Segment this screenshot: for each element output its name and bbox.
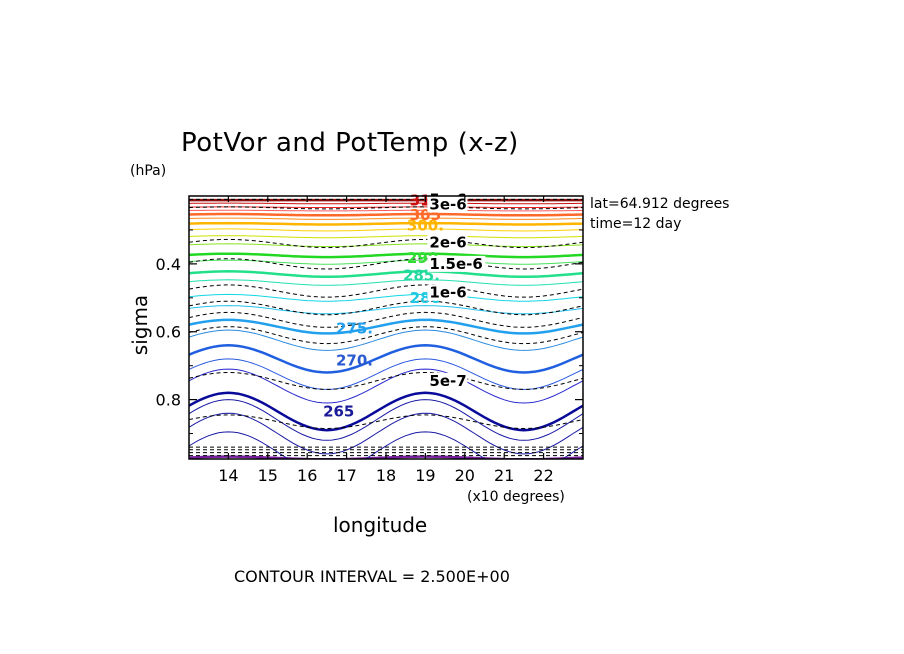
- info-time: time=12 day: [590, 216, 681, 232]
- y-tick-label-0.6: 0.6: [156, 323, 181, 342]
- pottemp-contour-18: [189, 228, 583, 232]
- plot-frame: [188, 195, 584, 460]
- potvor-contour-7: [189, 326, 583, 345]
- potvor-label-bg-2: [427, 234, 468, 251]
- pottemp-contour-10: [189, 305, 583, 315]
- pottemp-contour-19: [189, 221, 583, 226]
- x-tick-label-17: 17: [336, 466, 356, 485]
- y-tick-label-0.4: 0.4: [156, 255, 181, 274]
- pottemp-contour-4: [189, 391, 583, 432]
- x-tick-label-22: 22: [533, 466, 553, 485]
- y-tick-label-0.8: 0.8: [156, 391, 181, 410]
- axes: 14 15 16 17 18 19 20 21 22 0.4 0.6 0.8: [156, 196, 583, 485]
- contour-layer: [189, 198, 583, 459]
- x-unit-note: (x10 degrees): [467, 489, 565, 505]
- potvor-label-1: 3e-6: [429, 195, 466, 213]
- pottemp-contour-8: [189, 329, 583, 351]
- potvor-contour-4: [189, 284, 583, 298]
- x-tick-label-21: 21: [494, 466, 514, 485]
- potvor-contour-8: [189, 371, 583, 390]
- potvor-contour-5: [189, 300, 583, 316]
- potvor-label-3: 1.5e-6: [429, 255, 482, 273]
- pottemp-contour-24: [189, 202, 583, 205]
- pottemp-contour-16: [189, 243, 583, 248]
- pottemp-contour-17: [189, 235, 583, 239]
- pressure-unit-label: (hPa): [130, 163, 166, 179]
- potvor-label-5: 5e-7: [429, 372, 466, 390]
- x-tick-label-18: 18: [376, 466, 396, 485]
- potvor-label-bg-4: [427, 284, 468, 301]
- potvor-contour-9: [189, 414, 583, 430]
- potvor-label-bg-5: [427, 372, 468, 389]
- potvor-label-bg-1: [427, 196, 468, 213]
- potvor-label-2: 2e-6: [429, 233, 466, 251]
- chart-title: PotVor and PotTemp (x-z): [181, 128, 519, 158]
- potvor-contour-3: [189, 258, 583, 270]
- pottemp-contour-7: [189, 344, 583, 374]
- pottemp-contour-9: [189, 318, 583, 335]
- pottemp-label-0: 265: [323, 402, 354, 420]
- potvor-contour-1: [189, 206, 583, 210]
- pottemp-contour-12: [189, 279, 583, 286]
- potvor-label-bg-3: [427, 255, 486, 272]
- potvor-label-4: 1e-6: [429, 284, 466, 302]
- pottemp-contour-22: [189, 209, 583, 212]
- pottemp-contour-20: [189, 217, 583, 220]
- pottemp-label-1: 270.: [336, 352, 373, 370]
- potvor-contour-6: [189, 311, 583, 328]
- pottemp-label-2: 275.: [336, 319, 373, 337]
- pottemp-contour-13: [189, 270, 583, 279]
- pottemp-contour-11: [189, 293, 583, 302]
- pottemp-contour-1: [189, 431, 583, 459]
- pottemp-contour-21: [189, 212, 583, 217]
- info-latitude: lat=64.912 degrees: [590, 196, 729, 212]
- x-tick-label-19: 19: [415, 466, 435, 485]
- pottemp-contour-3: [189, 399, 583, 441]
- x-tick-label-20: 20: [455, 466, 475, 485]
- x-tick-label-14: 14: [218, 466, 238, 485]
- x-tick-label-16: 16: [297, 466, 317, 485]
- pottemp-contour-6: [189, 358, 583, 390]
- pottemp-label-6: 300.: [407, 217, 444, 235]
- y-axis-label: sigma: [128, 295, 152, 355]
- x-axis-label: longitude: [333, 513, 427, 537]
- contour-label-layer: 265270.275.280285.290.300.3053155e-63e-6…: [323, 190, 486, 420]
- pottemp-contour-15: [189, 252, 583, 259]
- contour-interval-note: CONTOUR INTERVAL = 2.500E+00: [234, 567, 510, 586]
- pottemp-contour-5: [189, 368, 583, 404]
- pottemp-contour-2: [189, 412, 583, 455]
- x-tick-label-15: 15: [258, 466, 278, 485]
- potvor-contour-2: [189, 238, 583, 249]
